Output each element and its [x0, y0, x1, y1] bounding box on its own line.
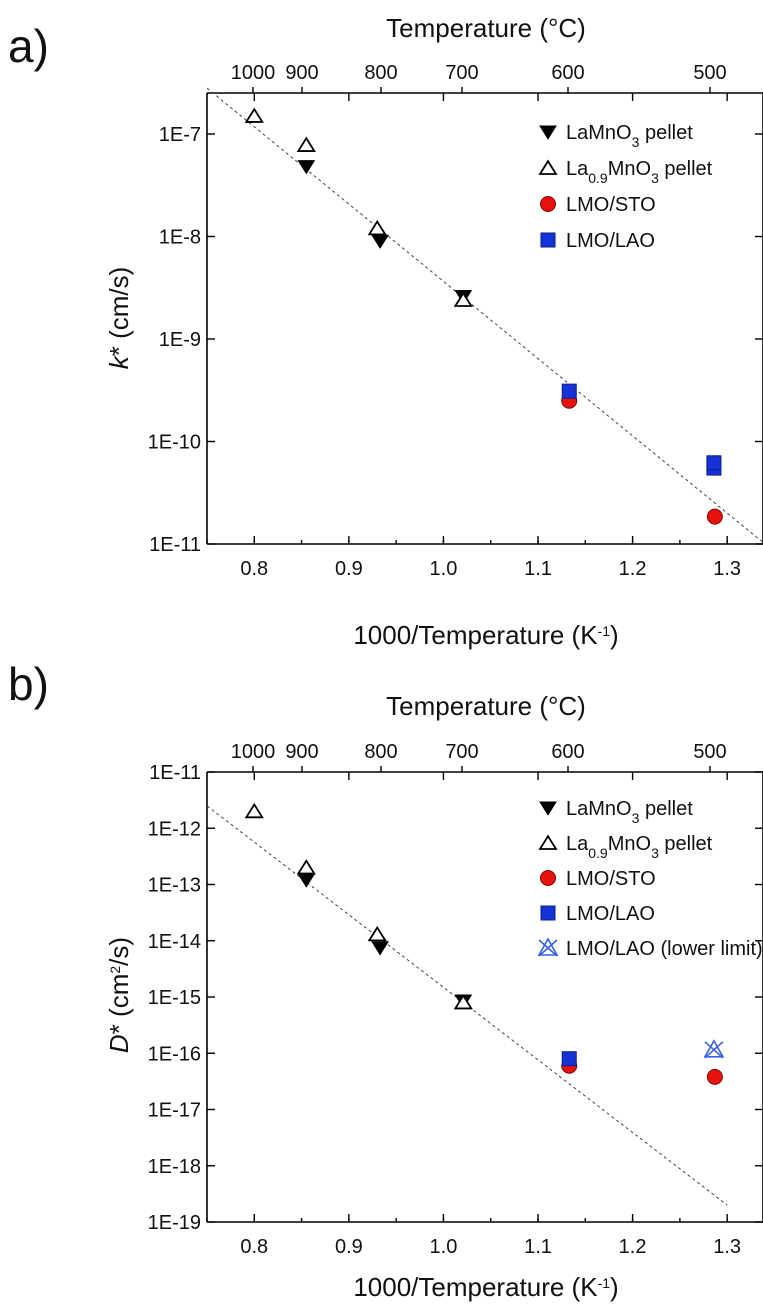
- legend-marker-lmo-lao-lower-limit: [537, 937, 559, 957]
- legend-marker-lamno3-pellet: [539, 125, 557, 140]
- data-points: [244, 802, 725, 1085]
- y-tick-label: 1E-18: [148, 1156, 201, 1178]
- point-lamno3-pellet: [297, 160, 316, 175]
- fit-line-group: [206, 87, 763, 544]
- top-tick-label: 1000: [231, 741, 276, 763]
- top-tick-label: 500: [693, 741, 726, 763]
- panel-label: b): [8, 658, 49, 710]
- top-tick-label: 700: [445, 741, 478, 763]
- point-lmo-lao: [561, 1051, 577, 1067]
- legend-marker-la0-9mno3-pellet: [538, 159, 558, 175]
- axis-ticks: 0.8 0.9 1.0 1.1 1.2 1.3 1E-11 1E-10 1E-9 1E-8 1E-7…: [148, 62, 763, 580]
- point-lmo-lao: [706, 455, 722, 471]
- top-tick-label: 600: [551, 741, 584, 763]
- point-la0-9mno3-pellet: [367, 925, 387, 942]
- point-la0-9mno3-pellet: [453, 993, 473, 1010]
- top-tick-label: 800: [364, 741, 397, 763]
- point-lmo-lao-lower-limit: [703, 1039, 725, 1059]
- legend-label-la0-9mno3-pellet: La0.9MnO3 pellet: [566, 833, 713, 861]
- x-tick-label: 0.9: [335, 558, 363, 580]
- panel-label: a): [8, 20, 49, 72]
- y-tick-label: 1E-9: [159, 329, 201, 351]
- y-axis-title: D* (cm2/s): [104, 937, 134, 1053]
- point-lmo-sto: [706, 508, 723, 525]
- top-tick-label: 900: [285, 62, 318, 84]
- point-lmo-lao: [561, 383, 577, 399]
- top-tick-label: 800: [364, 62, 397, 84]
- legend-label-lmo-sto: LMO/STO: [566, 868, 656, 890]
- x-tick-label: 1.2: [619, 1236, 647, 1258]
- x-axis-title: 1000/Temperature (K-1): [353, 1272, 618, 1302]
- y-tick-label: 1E-7: [159, 124, 201, 146]
- axis-ticks: 0.8 0.9 1.0 1.1 1.2 1.3 1E-19 1E-18 1E-17 1E-16 1E…: [148, 741, 763, 1258]
- top-tick-label: 500: [693, 62, 726, 84]
- y-tick-label: 1E-11: [149, 762, 201, 784]
- y-tick-label: 1E-10: [148, 432, 201, 454]
- legend-marker-lamno3-pellet: [539, 801, 557, 816]
- x-axis-title: 1000/Temperature (K-1): [353, 620, 618, 650]
- top-axis-title: Temperature (°C): [386, 691, 586, 721]
- point-la0-9mno3-pellet: [244, 802, 264, 819]
- x-tick-label: 1.3: [713, 558, 741, 580]
- legend-marker-lmo-sto: [540, 870, 556, 886]
- legend: LaMnO3 pellet La0.9MnO3 pellet LMO/STO LMO/…: [538, 122, 713, 252]
- y-tick-label: 1E-16: [148, 1043, 201, 1065]
- legend-label-lamno3-pellet: LaMnO3 pellet: [566, 798, 693, 826]
- panel-b: b) Temperature (°C) 1000/Temperature (K-…: [8, 658, 763, 1302]
- point-la0-9mno3-pellet: [244, 107, 264, 123]
- x-tick-label: 1.2: [619, 558, 647, 580]
- legend-marker-lmo-lao: [540, 232, 556, 248]
- legend: LaMnO3 pellet La0.9MnO3 pellet LMO/STO LMO/…: [537, 798, 763, 960]
- top-axis-title: Temperature (°C): [386, 13, 586, 43]
- point-lamno3-pellet: [371, 941, 389, 956]
- x-tick-label: 0.8: [240, 1236, 268, 1258]
- legend-label-lmo-lao: LMO/LAO: [566, 230, 655, 252]
- point-la0-9mno3-pellet: [453, 291, 473, 307]
- point-lamno3-pellet: [297, 873, 316, 888]
- legend-marker-lmo-lao: [540, 905, 556, 921]
- top-tick-label: 900: [285, 741, 318, 763]
- legend-label-la0-9mno3-pellet: La0.9MnO3 pellet: [566, 158, 713, 186]
- point-la0-9mno3-pellet: [367, 219, 387, 236]
- x-tick-label: 1.1: [524, 1236, 552, 1258]
- y-tick-label: 1E-12: [148, 818, 201, 840]
- legend-label-lamno3-pellet: LaMnO3 pellet: [566, 122, 693, 150]
- point-la0-9mno3-pellet: [296, 136, 316, 152]
- x-tick-label: 1.3: [713, 1236, 741, 1258]
- fit-line-group: [206, 805, 728, 1206]
- y-tick-label: 1E-19: [148, 1212, 201, 1234]
- y-tick-label: 1E-17: [148, 1100, 201, 1122]
- point-la0-9mno3-pellet: [296, 859, 316, 875]
- panel-a: a) Temperature (°C) 1000/Temperature (K-…: [8, 13, 763, 650]
- y-tick-label: 1E-15: [148, 987, 201, 1009]
- y-axis-title: k* (cm/s): [104, 267, 134, 370]
- legend-label-lmo-sto: LMO/STO: [566, 194, 656, 216]
- x-tick-label: 0.9: [335, 1236, 363, 1258]
- top-tick-label: 1000: [231, 62, 276, 84]
- y-tick-label: 1E-14: [148, 931, 201, 953]
- y-tick-label: 1E-11: [149, 534, 201, 556]
- x-tick-label: 1.1: [524, 558, 552, 580]
- point-lmo-sto: [706, 1068, 723, 1085]
- data-points: [244, 107, 723, 525]
- top-tick-label: 600: [551, 62, 584, 84]
- point-lamno3-pellet: [371, 234, 389, 249]
- legend-label-lmo-lao: LMO/LAO: [566, 903, 655, 925]
- y-tick-label: 1E-8: [159, 227, 201, 249]
- legend-label-lmo-lao-lower-limit: LMO/LAO (lower limit): [566, 938, 763, 960]
- fit-line: [206, 87, 763, 544]
- y-tick-label: 1E-13: [148, 875, 201, 897]
- top-tick-label: 700: [445, 62, 478, 84]
- x-tick-label: 0.8: [240, 558, 268, 580]
- legend-marker-la0-9mno3-pellet: [538, 834, 558, 850]
- legend-marker-lmo-sto: [540, 196, 556, 212]
- x-tick-label: 1.0: [430, 558, 458, 580]
- fit-line: [206, 805, 728, 1206]
- x-tick-label: 1.0: [430, 1236, 458, 1258]
